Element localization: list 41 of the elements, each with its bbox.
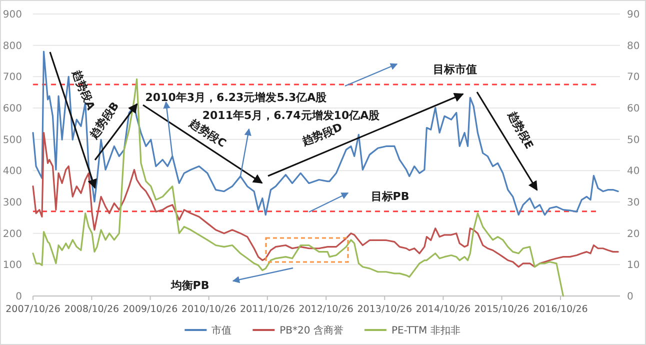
y-tick-label: 0	[16, 292, 22, 302]
x-tick-label: 2012/10/26	[298, 304, 354, 315]
y2-tick-label: 80	[627, 40, 640, 52]
x-tick-label: 2013/10/26	[357, 304, 412, 315]
y-tick-label: 500	[2, 134, 22, 146]
annotation: 2011年5月，6.74元增发10亿A股	[202, 109, 381, 122]
x-tick-label: 2015/10/26	[474, 304, 530, 315]
x-tick-label: 2011/10/26	[240, 304, 295, 315]
y2-tick-label: 0	[627, 292, 634, 302]
annotation: 目标PB	[370, 190, 410, 203]
x-tick-label: 2016/10/26	[533, 304, 588, 315]
y2-tick-label: 20	[627, 228, 640, 240]
y2-tick-label: 70	[627, 72, 640, 84]
y2-tick-label: 40	[627, 166, 640, 178]
annotation: 均衡PB	[170, 279, 210, 292]
y2-tick-label: 60	[627, 104, 640, 114]
x-tick-label: 2009/10/26	[122, 304, 178, 315]
annotation: 2010年3月，6.23元增发5.3亿A股	[145, 91, 328, 104]
legend-label: 市值	[212, 324, 232, 336]
y-tick-label: 400	[2, 166, 22, 178]
annotation: 趋势段A	[69, 68, 98, 112]
y2-tick-label: 10	[627, 260, 640, 272]
x-tick-label: 2014/10/26	[416, 304, 471, 315]
annotation: 趋势段D	[299, 120, 344, 149]
annotation: 目标市值	[433, 63, 477, 76]
y-tick-label: 200	[2, 228, 22, 240]
y-tick-label: 600	[2, 104, 22, 114]
y-tick-label: 900	[2, 10, 22, 20]
y-tick-label: 800	[2, 40, 22, 52]
y2-tick-label: 90	[627, 10, 640, 20]
x-tick-label: 2010/10/26	[181, 304, 236, 315]
y-tick-label: 300	[2, 198, 22, 208]
legend-label: PB*20 含商誉	[280, 324, 344, 336]
y-tick-label: 100	[2, 260, 22, 272]
y2-tick-label: 30	[627, 198, 640, 208]
annotation: 趋势段E	[504, 108, 536, 152]
x-tick-label: 2008/10/26	[64, 304, 120, 315]
y-tick-label: 700	[2, 72, 22, 84]
legend-label: PE-TTM 非扣非	[391, 324, 460, 336]
x-tick-label: 2007/10/26	[6, 304, 60, 315]
y2-tick-label: 50	[627, 134, 640, 146]
